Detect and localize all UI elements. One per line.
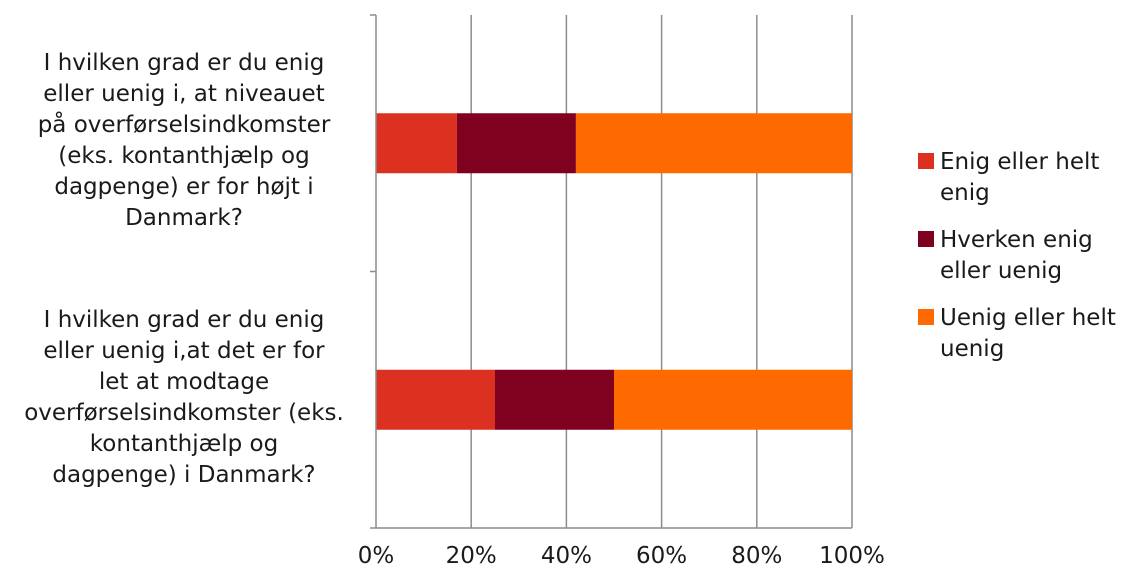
bar-segment <box>376 113 457 174</box>
bars <box>376 113 852 430</box>
legend-item: Uenig eller helt uenig <box>918 303 1128 365</box>
legend-label: Hverken enig eller uenig <box>940 227 1093 284</box>
x-tick-label: 60% <box>636 543 687 569</box>
bar-segment <box>456 113 576 174</box>
legend-swatch <box>918 231 934 247</box>
legend: Enig eller helt enig Hverken enig eller u… <box>918 147 1128 381</box>
bar-segment <box>575 113 852 174</box>
legend-swatch <box>918 309 934 325</box>
x-tick-label: 40% <box>541 543 592 569</box>
legend-item: Enig eller helt enig <box>918 147 1128 209</box>
category-label: I hvilken grad er du enig eller uenig i,… <box>24 306 344 488</box>
axes <box>370 14 852 529</box>
x-tick-label: 100% <box>819 543 885 569</box>
legend-swatch <box>918 153 934 169</box>
x-tick-labels: 0% 20% 40% 60% 80% 100% <box>358 543 885 569</box>
gridlines <box>470 15 853 528</box>
legend-label: Uenig eller helt uenig <box>940 305 1116 362</box>
category-label: I hvilken grad er du enig eller uenig i,… <box>37 50 331 232</box>
x-tick-label: 20% <box>446 543 497 569</box>
x-tick-label: 80% <box>731 543 782 569</box>
bar-segment <box>495 369 614 430</box>
bar-segment <box>614 369 852 430</box>
legend-label: Enig eller helt enig <box>940 149 1100 206</box>
x-tick-label: 0% <box>358 543 395 569</box>
legend-item: Hverken enig eller uenig <box>918 225 1128 287</box>
bar-segment <box>376 369 495 430</box>
